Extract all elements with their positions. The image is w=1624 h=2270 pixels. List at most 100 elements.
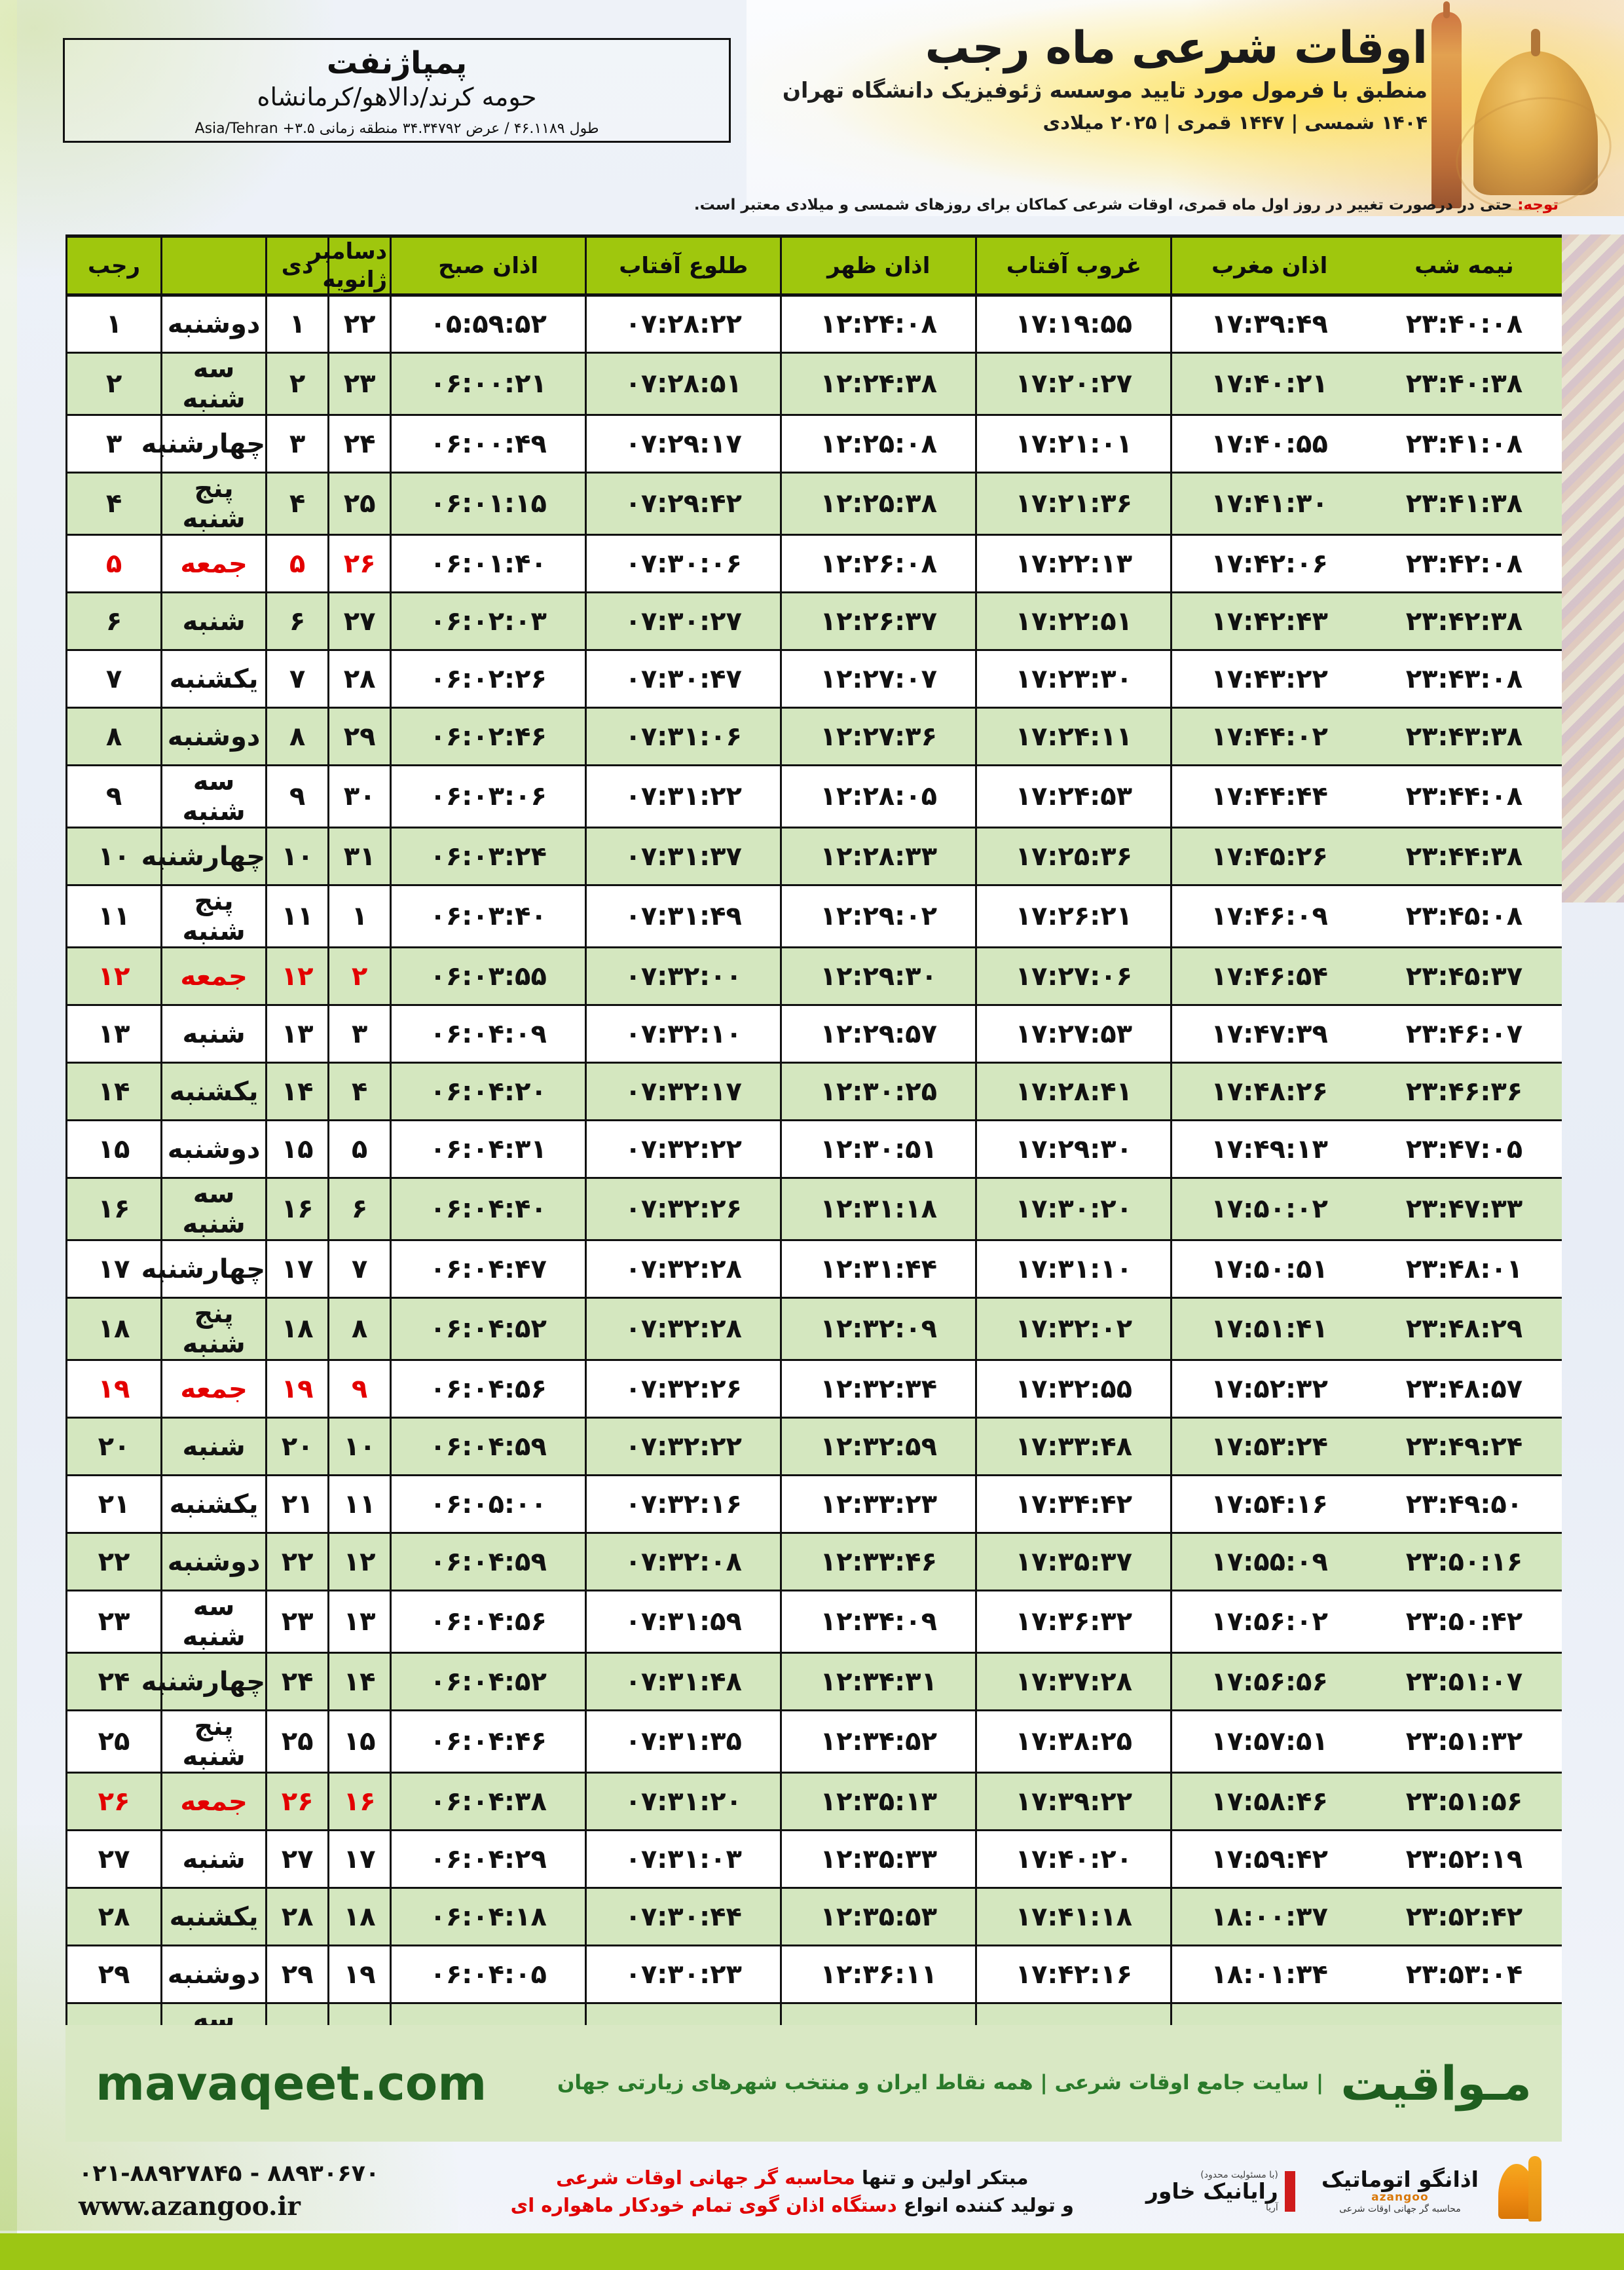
cell-sunset: ۱۷:۴۱:۱۸ bbox=[975, 1887, 1172, 1946]
table-row: ۲۳:۵۱:۳۲ ۱۷:۵۷:۵۱ ۱۷:۳۸:۲۵ ۱۲:۳۴:۵۲ ۰۷:۳۱:۳۵… bbox=[65, 1709, 1562, 1774]
cell-dhuhr: ۱۲:۲۷:۰۷ bbox=[780, 649, 976, 709]
cell-sunset: ۱۷:۳۶:۳۲ bbox=[975, 1590, 1172, 1654]
cell-fajr: ۰۶:۰۴:۴۶ bbox=[390, 1709, 586, 1774]
cell-midnight: ۲۳:۴۲:۳۸ bbox=[1366, 591, 1562, 651]
cell-maghrib: ۱۷:۵۹:۴۲ bbox=[1170, 1829, 1367, 1889]
cell-fajr: ۰۶:۰۴:۵۶ bbox=[390, 1590, 586, 1654]
table-row: ۲۳:۴۲:۳۸ ۱۷:۴۲:۴۳ ۱۷:۲۲:۵۱ ۱۲:۲۶:۳۷ ۰۷:۳۰:۲۷… bbox=[65, 591, 1562, 651]
cell-sunset: ۱۷:۳۴:۴۲ bbox=[975, 1474, 1172, 1534]
footer-brand: مـواقیت bbox=[1340, 2056, 1532, 2111]
cell-gregorian-day: ۲۶ bbox=[327, 534, 391, 593]
cell-weekday: چهارشنبه bbox=[141, 1239, 267, 1299]
table-row: ۲۳:۴۷:۰۵ ۱۷:۴۹:۱۳ ۱۷:۲۹:۳۰ ۱۲:۳۰:۵۱ ۰۷:۳۲:۲۲… bbox=[65, 1119, 1562, 1179]
cell-midnight: ۲۳:۴۰:۰۸ bbox=[1366, 294, 1562, 354]
cell-gregorian-day: ۱۱ bbox=[327, 1474, 391, 1534]
cell-fajr: ۰۶:۰۳:۲۴ bbox=[390, 827, 586, 886]
cell-gregorian-day: ۱ bbox=[327, 884, 391, 948]
cell-dhuhr: ۱۲:۳۲:۰۹ bbox=[780, 1297, 976, 1361]
header-artwork bbox=[747, 0, 1624, 225]
location-name: پمپاژنفت bbox=[326, 45, 468, 81]
cell-fajr: ۰۶:۰۴:۲۹ bbox=[390, 1829, 586, 1889]
cell-maghrib: ۱۷:۵۰:۰۲ bbox=[1170, 1177, 1367, 1241]
cell-rajab-day: ۹ bbox=[65, 764, 162, 828]
cell-fajr: ۰۶:۰۴:۵۹ bbox=[390, 1532, 586, 1591]
cell-rajab-day: ۱۱ bbox=[65, 884, 162, 948]
cell-sunrise: ۰۷:۳۰:۲۳ bbox=[585, 1944, 781, 2004]
cell-maghrib: ۱۸:۰۰:۳۷ bbox=[1170, 1887, 1367, 1946]
cell-dhuhr: ۱۲:۲۴:۳۸ bbox=[780, 352, 976, 416]
cell-sunrise: ۰۷:۳۱:۰۶ bbox=[585, 707, 781, 766]
cell-sunset: ۱۷:۳۹:۲۲ bbox=[975, 1772, 1172, 1831]
cell-gregorian-day: ۲۸ bbox=[327, 649, 391, 709]
cell-weekday: شنبه bbox=[160, 591, 267, 651]
azangoo-name-en: azangoo bbox=[1371, 2191, 1429, 2205]
bottom-green-strip bbox=[0, 2233, 1624, 2270]
cell-dey-day: ۶ bbox=[265, 591, 329, 651]
cell-fajr: ۰۶:۰۴:۵۲ bbox=[390, 1297, 586, 1361]
cell-dey-day: ۱۲ bbox=[265, 946, 329, 1006]
cell-gregorian-day: ۲۲ bbox=[327, 294, 391, 354]
cell-dey-day: ۲۳ bbox=[265, 1590, 329, 1654]
cell-weekday: دوشنبه bbox=[160, 294, 267, 354]
cell-dey-day: ۲۰ bbox=[265, 1417, 329, 1476]
cell-sunset: ۱۷:۳۸:۲۵ bbox=[975, 1709, 1172, 1774]
footer-website-link[interactable]: mavaqeet.com bbox=[96, 2056, 487, 2111]
cell-sunset: ۱۷:۳۱:۱۰ bbox=[975, 1239, 1172, 1299]
cell-midnight: ۲۳:۴۳:۰۸ bbox=[1366, 649, 1562, 709]
cell-sunrise: ۰۷:۳۰:۴۷ bbox=[585, 649, 781, 709]
cell-midnight: ۲۳:۴۴:۳۸ bbox=[1366, 827, 1562, 886]
cell-rajab-day: ۲۱ bbox=[65, 1474, 162, 1534]
rayaneek-name: رایانیک خاور bbox=[1145, 2178, 1278, 2204]
cell-dhuhr: ۱۲:۳۰:۵۱ bbox=[780, 1119, 976, 1179]
cell-gregorian-day: ۲۳ bbox=[327, 352, 391, 416]
cell-sunrise: ۰۷:۲۹:۱۷ bbox=[585, 414, 781, 474]
cell-sunset: ۱۷:۳۲:۰۲ bbox=[975, 1297, 1172, 1361]
title-block: اوقات شرعی ماه رجب منطبق با فرمول مورد ت… bbox=[655, 23, 1428, 134]
cell-sunrise: ۰۷:۳۱:۴۹ bbox=[585, 884, 781, 948]
cell-weekday: یکشنبه bbox=[160, 1474, 267, 1534]
cell-sunset: ۱۷:۴۲:۱۶ bbox=[975, 1944, 1172, 2004]
table-row: ۲۳:۴۷:۳۳ ۱۷:۵۰:۰۲ ۱۷:۳۰:۲۰ ۱۲:۳۱:۱۸ ۰۷:۳۲:۲۶… bbox=[65, 1177, 1562, 1241]
cell-gregorian-day: ۲۷ bbox=[327, 591, 391, 651]
table-row: ۲۳:۴۵:۳۷ ۱۷:۴۶:۵۴ ۱۷:۲۷:۰۶ ۱۲:۲۹:۳۰ ۰۷:۳۲:۰۰… bbox=[65, 946, 1562, 1006]
cell-sunset: ۱۷:۴۰:۲۰ bbox=[975, 1829, 1172, 1889]
cell-midnight: ۲۳:۴۳:۳۸ bbox=[1366, 707, 1562, 766]
cell-midnight: ۲۳:۴۸:۲۹ bbox=[1366, 1297, 1562, 1361]
cell-gregorian-day: ۵ bbox=[327, 1119, 391, 1179]
cell-rajab-day: ۱۶ bbox=[65, 1177, 162, 1241]
cell-maghrib: ۱۷:۵۴:۱۶ bbox=[1170, 1474, 1367, 1534]
cell-rajab-day: ۱۵ bbox=[65, 1119, 162, 1179]
cell-dhuhr: ۱۲:۳۶:۱۱ bbox=[780, 1944, 976, 2004]
cell-weekday: پنج شنبه bbox=[160, 1297, 267, 1361]
cell-midnight: ۲۳:۵۲:۴۲ bbox=[1366, 1887, 1562, 1946]
cell-fajr: ۰۶:۰۴:۰۹ bbox=[390, 1004, 586, 1064]
cell-fajr: ۰۶:۰۴:۱۸ bbox=[390, 1887, 586, 1946]
table-row: ۲۳:۴۶:۰۷ ۱۷:۴۷:۳۹ ۱۷:۲۷:۵۳ ۱۲:۲۹:۵۷ ۰۷:۳۲:۱۰… bbox=[65, 1004, 1562, 1064]
cell-weekday: چهارشنبه bbox=[141, 827, 267, 886]
cell-weekday: شنبه bbox=[160, 1004, 267, 1064]
cell-dhuhr: ۱۲:۳۱:۱۸ bbox=[780, 1177, 976, 1241]
cell-midnight: ۲۳:۴۲:۰۸ bbox=[1366, 534, 1562, 593]
cell-fajr: ۰۶:۰۰:۴۹ bbox=[390, 414, 586, 474]
table-row: ۲۳:۴۴:۳۸ ۱۷:۴۵:۲۶ ۱۷:۲۵:۳۶ ۱۲:۲۸:۳۳ ۰۷:۳۱:۳۷… bbox=[65, 827, 1562, 886]
cell-sunrise: ۰۷:۳۱:۰۳ bbox=[585, 1829, 781, 1889]
cell-sunrise: ۰۷:۳۰:۴۴ bbox=[585, 1887, 781, 1946]
cell-sunrise: ۰۷:۳۲:۲۸ bbox=[585, 1239, 781, 1299]
location-region: حومه کرند/دالاهو/کرمانشاه bbox=[257, 82, 537, 111]
cell-sunset: ۱۷:۲۲:۵۱ bbox=[975, 591, 1172, 651]
cell-dhuhr: ۱۲:۲۴:۰۸ bbox=[780, 294, 976, 354]
cell-dey-day: ۱ bbox=[265, 294, 329, 354]
cell-rajab-day: ۸ bbox=[65, 707, 162, 766]
cell-midnight: ۲۳:۵۰:۱۶ bbox=[1366, 1532, 1562, 1591]
cell-weekday: جمعه bbox=[160, 1772, 267, 1831]
cell-sunrise: ۰۷:۲۹:۴۲ bbox=[585, 472, 781, 536]
page-header: اوقات شرعی ماه رجب منطبق با فرمول مورد ت… bbox=[0, 0, 1624, 225]
cell-dey-day: ۱۹ bbox=[265, 1359, 329, 1419]
cell-dhuhr: ۱۲:۳۰:۲۵ bbox=[780, 1062, 976, 1121]
cell-dhuhr: ۱۲:۳۳:۴۶ bbox=[780, 1532, 976, 1591]
cell-sunrise: ۰۷:۳۰:۲۷ bbox=[585, 591, 781, 651]
cell-fajr: ۰۶:۰۴:۳۱ bbox=[390, 1119, 586, 1179]
contact-website[interactable]: www.azangoo.ir bbox=[79, 2191, 301, 2222]
cell-rajab-day: ۲۷ bbox=[65, 1829, 162, 1889]
cell-maghrib: ۱۷:۵۶:۰۲ bbox=[1170, 1590, 1367, 1654]
